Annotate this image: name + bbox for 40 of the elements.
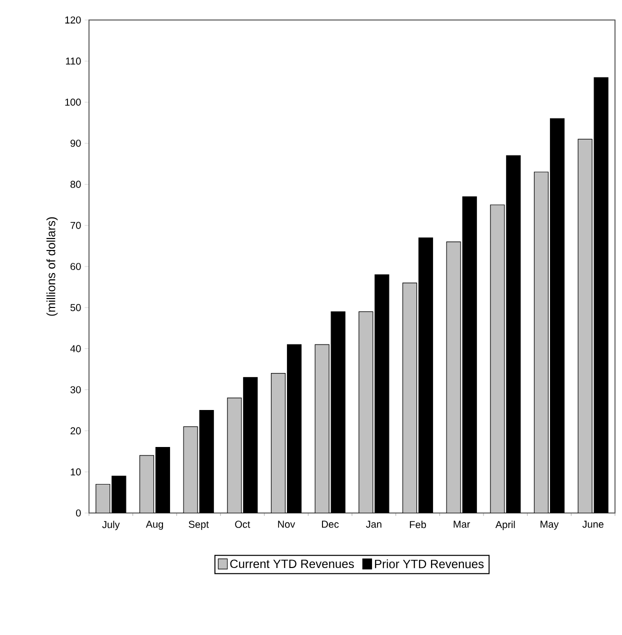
- y-axis-title: (millions of dollars): [46, 217, 58, 316]
- x-tick-label: Aug: [146, 520, 164, 530]
- y-tick-label: 100: [65, 98, 81, 106]
- bar: [227, 398, 242, 513]
- bar: [183, 426, 198, 513]
- x-tick-label: Nov: [278, 520, 296, 528]
- bar: [358, 312, 373, 513]
- bar: [139, 455, 154, 513]
- y-tick-label: 10: [70, 468, 81, 476]
- x-tick-label: June: [582, 520, 604, 528]
- y-tick-label: 120: [65, 16, 81, 24]
- x-tick-label: Feb: [410, 520, 426, 528]
- y-tick-label: 50: [70, 304, 81, 312]
- bar: [490, 204, 505, 513]
- bar: [96, 484, 110, 513]
- x-tick-label: April: [495, 520, 515, 530]
- x-tick-label: Sept: [188, 520, 209, 530]
- bar: [578, 138, 592, 513]
- bar: [314, 344, 330, 513]
- y-tick-label: 90: [70, 140, 81, 147]
- y-tick-label: 0: [76, 509, 81, 517]
- x-tick-label: July: [102, 520, 120, 530]
- y-tick-label: 70: [70, 222, 81, 229]
- bar: [270, 373, 286, 513]
- bar: [402, 282, 418, 513]
- x-tick-label: Jan: [366, 520, 382, 528]
- x-tick-label: Oct: [235, 520, 250, 528]
- x-tick-label: May: [540, 520, 559, 530]
- y-tick-label: 110: [66, 58, 81, 65]
- y-tick-label: 20: [70, 427, 81, 434]
- legend-label: Prior YTD Revenues: [375, 559, 484, 568]
- y-tick-label: 30: [70, 386, 81, 394]
- legend-label: Current YTD Revenues: [230, 560, 354, 568]
- y-tick-label: 40: [70, 345, 81, 352]
- x-tick-label: Dec: [322, 520, 339, 528]
- y-tick-label: 60: [70, 262, 81, 270]
- y-tick-label: 80: [70, 180, 81, 188]
- bar: [446, 242, 461, 513]
- x-tick-label: Mar: [454, 520, 470, 528]
- bar: [534, 172, 549, 513]
